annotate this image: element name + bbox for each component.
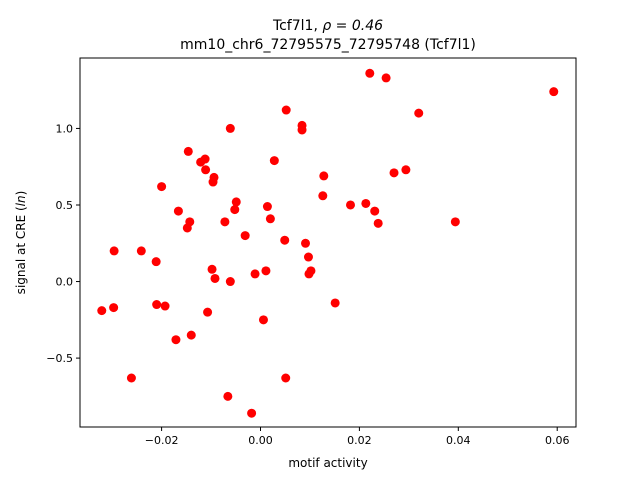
data-point	[549, 87, 559, 97]
data-point	[281, 373, 291, 383]
chart-title-line2: mm10_chr6_72795575_72795748 (Tcf7l1)	[180, 37, 476, 53]
y-axis-label-italic: ln	[14, 195, 28, 206]
x-tick-label: 0.04	[446, 434, 471, 447]
data-point	[157, 182, 167, 192]
data-point	[207, 264, 217, 274]
data-point	[318, 191, 328, 201]
data-point	[182, 223, 192, 233]
data-point	[171, 335, 181, 345]
y-axis-label-suffix: )	[14, 191, 28, 196]
data-point	[373, 218, 383, 228]
x-tick-label: 0.06	[545, 434, 570, 447]
data-point	[261, 266, 271, 276]
data-point	[250, 269, 260, 279]
data-point	[414, 108, 424, 118]
data-point	[304, 269, 314, 279]
data-point	[186, 330, 196, 340]
data-point	[173, 206, 183, 216]
data-point	[136, 246, 146, 256]
data-point	[225, 123, 235, 133]
data-point	[208, 177, 218, 187]
data-point	[301, 238, 310, 248]
y-tick-label: −0.5	[46, 352, 73, 365]
data-point	[401, 165, 411, 175]
y-tick-label: 1.0	[56, 122, 74, 135]
y-tick-label: 0.0	[56, 276, 74, 289]
data-point	[203, 307, 213, 317]
data-point	[152, 300, 162, 310]
data-point	[151, 257, 161, 267]
data-points	[97, 68, 559, 418]
data-point	[196, 157, 206, 167]
chart-title-line1: Tcf7l1, ρ = 0.46	[272, 18, 383, 34]
data-point	[258, 315, 268, 325]
data-point	[269, 156, 279, 166]
data-point	[240, 231, 250, 241]
plot-area-frame	[79, 57, 577, 428]
data-point	[201, 165, 211, 175]
data-point	[280, 235, 290, 245]
data-point	[225, 277, 235, 287]
data-point	[297, 125, 307, 135]
data-point	[109, 246, 119, 256]
y-axis-label: signal at CRE (ln)	[14, 191, 28, 295]
data-point	[381, 73, 391, 83]
data-point	[231, 197, 241, 207]
data-point	[265, 214, 275, 224]
data-point	[109, 303, 119, 313]
y-axis-ticks: −0.5 0.0 0.5 1.0	[46, 122, 80, 365]
x-tick-label: −0.02	[145, 434, 179, 447]
data-point	[230, 205, 240, 215]
data-point	[126, 373, 136, 383]
x-axis-ticks: −0.02 0.00 0.02 0.04 0.06	[145, 427, 570, 447]
data-point	[281, 105, 291, 115]
chart-title-rho: ρ = 0.46	[322, 18, 383, 34]
data-point	[450, 217, 460, 227]
data-point	[220, 217, 230, 227]
x-tick-label: 0.00	[248, 434, 273, 447]
y-tick-label: 0.5	[56, 199, 74, 212]
data-point	[97, 306, 107, 316]
data-point	[183, 146, 193, 156]
data-point	[223, 391, 233, 401]
x-axis-label: motif activity	[288, 456, 367, 470]
data-point	[319, 171, 329, 181]
data-point	[210, 273, 220, 283]
chart-title-gene: Tcf7l1,	[272, 18, 322, 34]
data-point	[160, 301, 170, 311]
data-point	[365, 68, 375, 78]
data-point	[361, 198, 371, 208]
data-point	[303, 252, 313, 262]
data-point	[370, 206, 380, 216]
x-tick-label: 0.02	[347, 434, 372, 447]
data-point	[346, 200, 355, 210]
data-point	[262, 202, 272, 212]
y-axis-label-prefix: signal at CRE (	[14, 206, 28, 294]
data-point	[330, 298, 340, 308]
data-point	[247, 408, 257, 418]
data-point	[389, 168, 399, 178]
